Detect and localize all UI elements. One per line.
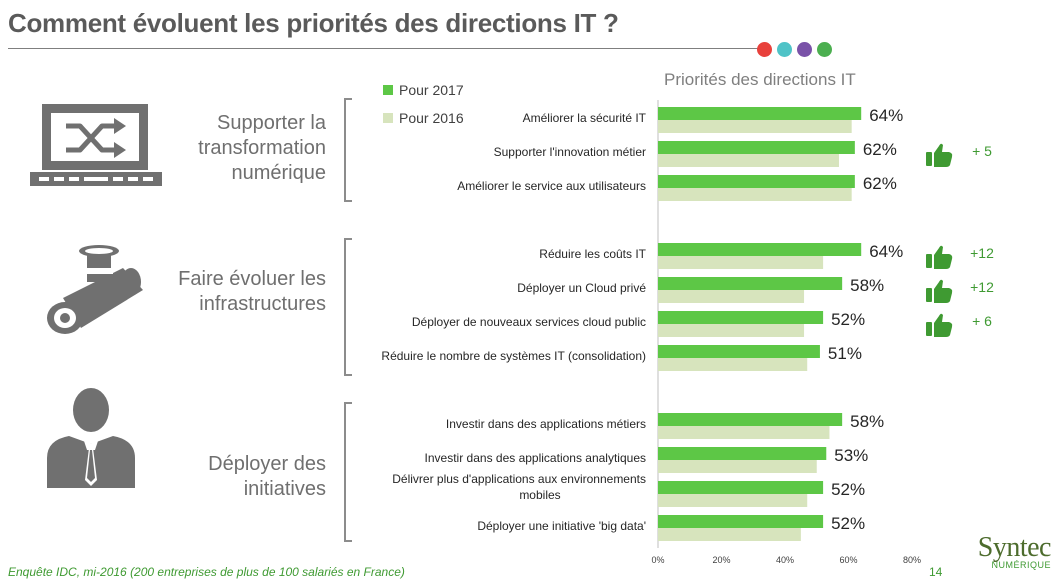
legend-swatch-2016	[383, 113, 393, 123]
bar-2017	[658, 447, 827, 460]
bar-2017	[658, 345, 820, 358]
x-tick-label: 80%	[903, 555, 921, 565]
legend-item-2016: Pour 2016	[383, 110, 464, 126]
thumbs-up-shape	[934, 313, 953, 337]
category-label: Déployer une initiative 'big data'	[477, 519, 646, 533]
accent-dot-purple	[797, 42, 812, 57]
group-bracket-3	[344, 402, 352, 542]
x-tick-label: 0%	[651, 555, 664, 565]
x-tick-label: 40%	[776, 555, 794, 565]
group-bracket-1	[344, 98, 352, 202]
logo-sub: NUMÉRIQUE	[991, 560, 1051, 570]
thumbs-up-icon	[926, 313, 953, 337]
bar-2016	[658, 426, 830, 439]
category-label: Réduire le nombre de systèmes IT (consol…	[381, 349, 646, 363]
thumbs-up-shape	[934, 143, 953, 167]
bar-value-label: 62%	[863, 174, 897, 193]
change-annotation: +12	[970, 245, 994, 261]
category-label: Déployer de nouveaux services cloud publ…	[412, 315, 646, 329]
pipe-icon	[47, 245, 143, 334]
accent-dot-teal	[777, 42, 792, 57]
bar-2017	[658, 481, 824, 494]
bar-value-label: 58%	[850, 276, 884, 295]
title-divider	[8, 48, 763, 49]
group-label-infrastructures: Faire évoluer les infrastructures	[178, 268, 326, 315]
thumbs-up-shape	[926, 254, 932, 268]
bar-2016	[658, 460, 817, 473]
bar-value-label: 62%	[863, 140, 897, 159]
change-annotation: + 5	[972, 143, 992, 159]
legend-item-2017: Pour 2017	[383, 82, 464, 98]
bar-value-label: 52%	[831, 514, 865, 533]
change-annotation: +12	[970, 279, 994, 295]
bar-value-label: 58%	[850, 412, 884, 431]
thumbs-up-icon	[926, 245, 953, 269]
change-annotation: + 6	[972, 313, 992, 329]
legend-label-2017: Pour 2017	[399, 82, 464, 98]
bar-value-label: 64%	[869, 242, 903, 261]
legend-swatch-2017	[383, 85, 393, 95]
group-bracket-2	[344, 238, 352, 376]
accent-dot-red	[757, 42, 772, 57]
thumbs-up-shape	[926, 322, 932, 336]
bar-2016	[658, 324, 805, 337]
bar-2017	[658, 243, 862, 256]
accent-dot-green	[817, 42, 832, 57]
bar-2017	[658, 413, 843, 426]
category-label: Déployer un Cloud privé	[517, 281, 646, 295]
bar-2017	[658, 141, 855, 154]
source-note: Enquête IDC, mi-2016 (200 entreprises de…	[8, 565, 405, 579]
thumbs-up-icon	[926, 279, 953, 303]
x-tick-label: 20%	[712, 555, 730, 565]
group-label-transformation: Supporter la transformation numérique	[198, 112, 326, 184]
bar-2016	[658, 120, 852, 133]
businessman-icon	[47, 388, 135, 488]
bar-2016	[658, 358, 808, 371]
bar-value-label: 52%	[831, 480, 865, 499]
category-label: Améliorer le service aux utilisateurs	[457, 179, 646, 193]
thumbs-up-icon	[926, 143, 953, 167]
bar-2017	[658, 175, 855, 188]
bar-value-label: 53%	[834, 446, 868, 465]
shuffle-laptop-icon	[30, 104, 162, 186]
bar-value-label: 51%	[828, 344, 862, 363]
bar-value-label: 64%	[869, 106, 903, 125]
bar-value-label: 52%	[831, 310, 865, 329]
bar-2016	[658, 188, 852, 201]
bar-2017	[658, 311, 824, 324]
category-label: Améliorer la sécurité IT	[523, 111, 647, 125]
category-label: Supporter l'innovation métier	[494, 145, 646, 159]
chart-title: Priorités des directions IT	[664, 70, 856, 89]
thumbs-up-shape	[926, 288, 932, 302]
category-label: Délivrer plus d'applications aux environ…	[392, 472, 646, 486]
thumbs-up-shape	[926, 152, 932, 166]
bar-2017	[658, 277, 843, 290]
logo-main: Syntec	[977, 532, 1052, 563]
page-number: 14	[929, 565, 943, 579]
thumbs-up-shape	[934, 279, 953, 303]
bar-2017	[658, 107, 862, 120]
thumbs-up-shape	[934, 245, 953, 269]
syntec-logo: Syntec NUMÉRIQUE	[951, 532, 1052, 571]
page-title: Comment évoluent les priorités des direc…	[8, 8, 619, 38]
bar-2016	[658, 256, 824, 269]
category-label: Investir dans des applications métiers	[446, 417, 646, 431]
group-label-initiatives: Déployer des initiatives	[208, 453, 326, 500]
legend-label-2016: Pour 2016	[399, 110, 464, 126]
category-label: Investir dans des applications analytiqu…	[425, 451, 646, 465]
bar-2016	[658, 154, 839, 167]
category-label-line2: mobiles	[519, 488, 560, 502]
bar-2016	[658, 528, 801, 541]
category-label: Réduire les coûts IT	[539, 247, 646, 261]
bar-2016	[658, 494, 808, 507]
x-tick-label: 60%	[839, 555, 857, 565]
bar-2017	[658, 515, 824, 528]
bar-2016	[658, 290, 805, 303]
